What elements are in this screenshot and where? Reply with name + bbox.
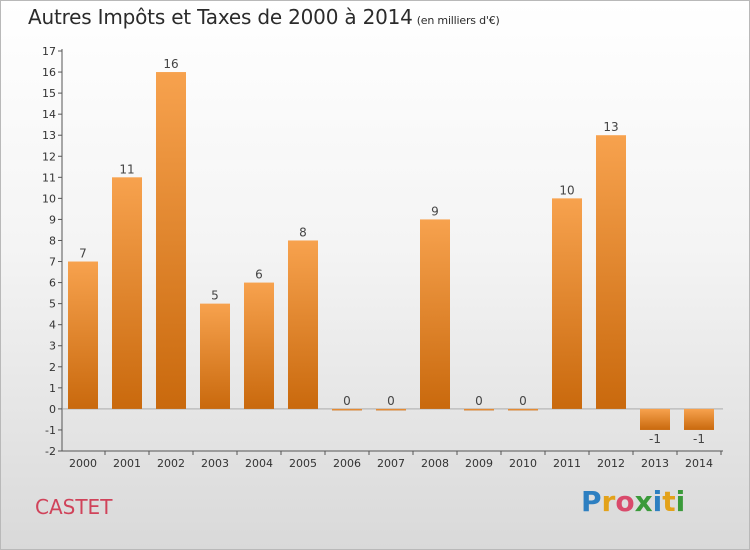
value-label-2011: 10 (559, 183, 574, 197)
logo-letter-1: r (601, 485, 616, 518)
bar-2004 (244, 282, 274, 409)
y-tick-label: 8 (49, 234, 56, 247)
value-label-2014: -1 (693, 432, 705, 446)
x-tick-label-2006: 2006 (333, 457, 361, 470)
y-tick-label: 10 (42, 192, 56, 205)
value-label-2002: 16 (163, 57, 178, 71)
y-tick-label: 12 (42, 150, 56, 163)
x-tick-label-2002: 2002 (157, 457, 185, 470)
x-tick-label-2010: 2010 (509, 457, 537, 470)
y-tick-label: 7 (49, 256, 56, 269)
bar-2014 (684, 408, 714, 430)
bar-2002 (156, 72, 186, 409)
value-label-2003: 5 (211, 289, 219, 303)
value-label-2004: 6 (255, 268, 263, 282)
labels-group: 7 2000 11 2001 16 2002 5 2003 6 2004 8 2005 0 2006 0 20… (69, 57, 713, 470)
proxiti-logo[interactable]: Proxiti (581, 485, 685, 518)
x-tick-label-2003: 2003 (201, 457, 229, 470)
value-label-2000: 7 (79, 247, 87, 261)
x-tick-label-2007: 2007 (377, 457, 405, 470)
y-tick-label: 6 (49, 277, 56, 290)
x-tick-label-2000: 2000 (69, 457, 97, 470)
value-label-2007: 0 (387, 394, 395, 408)
x-tick-label-2001: 2001 (113, 457, 141, 470)
bar-2013 (640, 408, 670, 430)
value-label-2001: 11 (119, 162, 134, 176)
y-tick-label: 5 (49, 298, 56, 311)
chart-title-text: Autres Impôts et Taxes de 2000 à 2014 (28, 5, 413, 29)
logo-letter-6: i (675, 485, 686, 518)
logo-letter-2: o (615, 485, 635, 518)
y-tick-label: 16 (42, 66, 56, 79)
bar-2011 (552, 198, 582, 409)
value-label-2006: 0 (343, 394, 351, 408)
bar-2003 (200, 303, 230, 409)
location-name: CASTET (35, 495, 113, 519)
x-tick-label-2004: 2004 (245, 457, 273, 470)
chart-title: Autres Impôts et Taxes de 2000 à 2014 (en… (28, 5, 500, 29)
y-tick-label: -2 (45, 445, 56, 458)
x-tick-label-2012: 2012 (597, 457, 625, 470)
y-tick-label: 17 (42, 45, 56, 58)
x-tick-label-2014: 2014 (685, 457, 713, 470)
y-tick-label: 9 (49, 213, 56, 226)
y-tick-label: 15 (42, 87, 56, 100)
bar-2007 (376, 408, 406, 411)
x-tick-label-2013: 2013 (641, 457, 669, 470)
y-tick-label: 4 (49, 319, 56, 332)
y-tick-label: 11 (42, 171, 56, 184)
logo-letter-0: P (581, 485, 602, 518)
bar-2009 (464, 408, 494, 411)
value-label-2009: 0 (475, 394, 483, 408)
bar-2000 (68, 261, 98, 409)
y-tick-label: -1 (45, 424, 56, 437)
value-label-2008: 9 (431, 204, 439, 218)
y-tick-label: 13 (42, 129, 56, 142)
value-label-2013: -1 (649, 432, 661, 446)
x-tick-label-2009: 2009 (465, 457, 493, 470)
bar-2001 (112, 177, 142, 409)
value-label-2005: 8 (299, 225, 307, 239)
y-tick-label: 14 (42, 108, 56, 121)
value-label-2012: 13 (603, 120, 618, 134)
bar-2006 (332, 408, 362, 411)
y-tick-label: 2 (49, 361, 56, 374)
chart-subtitle: (en milliers d'€) (416, 14, 500, 27)
bar-2012 (596, 135, 626, 409)
bars-group (68, 72, 714, 430)
bar-2005 (288, 240, 318, 409)
bar-2010 (508, 408, 538, 411)
y-tick-label: 3 (49, 340, 56, 353)
x-tick-label-2008: 2008 (421, 457, 449, 470)
logo-letter-3: x (634, 485, 653, 518)
x-tick-label-2005: 2005 (289, 457, 317, 470)
value-label-2010: 0 (519, 394, 527, 408)
bar-2008 (420, 219, 450, 409)
x-tick-label-2011: 2011 (553, 457, 581, 470)
logo-letter-4: i (652, 485, 663, 518)
y-tick-label: 1 (49, 382, 56, 395)
y-tick-label: 0 (49, 403, 56, 416)
logo-letter-5: t (662, 485, 676, 518)
